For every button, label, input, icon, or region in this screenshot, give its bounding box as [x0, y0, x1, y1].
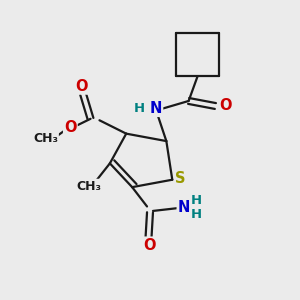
- Text: H: H: [190, 194, 202, 207]
- Text: N: N: [178, 200, 190, 215]
- Text: O: O: [219, 98, 231, 113]
- Text: CH₃: CH₃: [33, 132, 58, 145]
- Text: S: S: [176, 171, 186, 186]
- Text: CH₃: CH₃: [76, 180, 102, 193]
- Text: O: O: [143, 238, 156, 253]
- Text: H: H: [190, 208, 202, 221]
- Text: O: O: [64, 120, 76, 135]
- Text: N: N: [150, 101, 162, 116]
- Text: O: O: [75, 79, 88, 94]
- Text: H: H: [134, 102, 145, 115]
